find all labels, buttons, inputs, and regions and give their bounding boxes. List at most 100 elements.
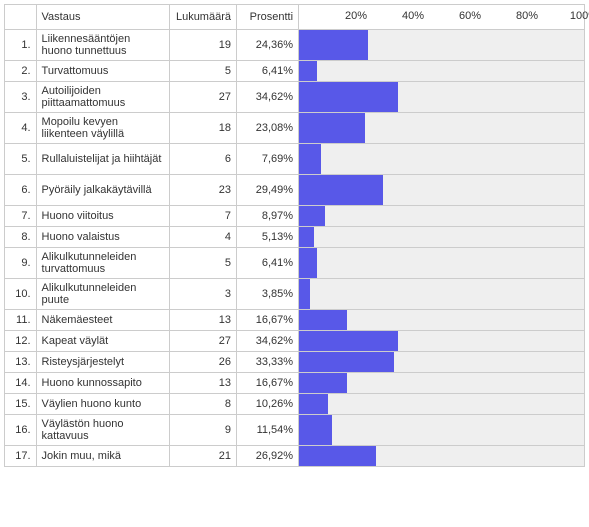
row-count: 5 bbox=[169, 248, 236, 279]
row-percent: 3,85% bbox=[237, 279, 299, 310]
table-row: 5.Rullaluistelijat ja hiihtäjät67,69% bbox=[5, 144, 585, 175]
bar-fill bbox=[299, 394, 328, 414]
table-row: 3.Autoilijoiden piittaamattomuus2734,62% bbox=[5, 82, 585, 113]
row-label: Alikulkutunneleiden turvattomuus bbox=[36, 248, 169, 279]
bar-track bbox=[299, 61, 584, 81]
table-row: 15.Väylien huono kunto810,26% bbox=[5, 394, 585, 415]
row-count: 27 bbox=[169, 82, 236, 113]
bar-fill bbox=[299, 113, 365, 143]
row-bar-cell bbox=[299, 373, 585, 394]
row-bar-cell bbox=[299, 82, 585, 113]
row-bar-cell bbox=[299, 206, 585, 227]
row-bar-cell bbox=[299, 175, 585, 206]
row-bar-cell bbox=[299, 446, 585, 467]
row-count: 7 bbox=[169, 206, 236, 227]
row-label: Autoilijoiden piittaamattomuus bbox=[36, 82, 169, 113]
header-response: Vastaus bbox=[36, 5, 169, 30]
row-label: Risteysjärjestelyt bbox=[36, 352, 169, 373]
bar-track bbox=[299, 206, 584, 226]
bar-fill bbox=[299, 175, 383, 205]
row-index: 16. bbox=[5, 415, 37, 446]
row-bar-cell bbox=[299, 331, 585, 352]
row-percent: 10,26% bbox=[237, 394, 299, 415]
bar-track bbox=[299, 175, 584, 205]
row-label: Rullaluistelijat ja hiihtäjät bbox=[36, 144, 169, 175]
axis-tick: 100% bbox=[570, 10, 589, 22]
bar-track bbox=[299, 30, 584, 60]
row-bar-cell bbox=[299, 352, 585, 373]
axis-tick: 40% bbox=[402, 10, 424, 22]
row-index: 12. bbox=[5, 331, 37, 352]
row-percent: 34,62% bbox=[237, 82, 299, 113]
row-bar-cell bbox=[299, 310, 585, 331]
row-percent: 16,67% bbox=[237, 310, 299, 331]
row-count: 27 bbox=[169, 331, 236, 352]
bar-fill bbox=[299, 144, 321, 174]
row-index: 2. bbox=[5, 61, 37, 82]
row-count: 23 bbox=[169, 175, 236, 206]
table-row: 2.Turvattomuus56,41% bbox=[5, 61, 585, 82]
bar-track bbox=[299, 227, 584, 247]
row-percent: 6,41% bbox=[237, 248, 299, 279]
row-bar-cell bbox=[299, 30, 585, 61]
row-index: 8. bbox=[5, 227, 37, 248]
row-count: 19 bbox=[169, 30, 236, 61]
row-index: 13. bbox=[5, 352, 37, 373]
row-index: 9. bbox=[5, 248, 37, 279]
row-label: Huono valaistus bbox=[36, 227, 169, 248]
axis-tick: 80% bbox=[516, 10, 538, 22]
row-label: Huono kunnossapito bbox=[36, 373, 169, 394]
bar-track bbox=[299, 331, 584, 351]
row-count: 4 bbox=[169, 227, 236, 248]
bar-track bbox=[299, 248, 584, 278]
table-row: 4.Mopoilu kevyen liikenteen väylillä1823… bbox=[5, 113, 585, 144]
bar-track bbox=[299, 394, 584, 414]
survey-table: Vastaus Lukumäärä Prosentti 20%40%60%80%… bbox=[4, 4, 585, 467]
table-row: 13.Risteysjärjestelyt2633,33% bbox=[5, 352, 585, 373]
row-label: Pyöräily jalkakäytävillä bbox=[36, 175, 169, 206]
bar-fill bbox=[299, 352, 394, 372]
row-label: Kapeat väylät bbox=[36, 331, 169, 352]
row-label: Näkemäesteet bbox=[36, 310, 169, 331]
header-count: Lukumäärä bbox=[169, 5, 236, 30]
table-row: 11.Näkemäesteet1316,67% bbox=[5, 310, 585, 331]
table-row: 10.Alikulkutunneleiden puute33,85% bbox=[5, 279, 585, 310]
row-index: 15. bbox=[5, 394, 37, 415]
bar-fill bbox=[299, 415, 332, 445]
row-percent: 24,36% bbox=[237, 30, 299, 61]
table-row: 16.Väylästön huono kattavuus911,54% bbox=[5, 415, 585, 446]
header-row: Vastaus Lukumäärä Prosentti 20%40%60%80%… bbox=[5, 5, 585, 30]
bar-fill bbox=[299, 248, 317, 278]
row-label: Väylien huono kunto bbox=[36, 394, 169, 415]
row-percent: 5,13% bbox=[237, 227, 299, 248]
row-percent: 29,49% bbox=[237, 175, 299, 206]
bar-fill bbox=[299, 279, 310, 309]
row-index: 7. bbox=[5, 206, 37, 227]
row-label: Turvattomuus bbox=[36, 61, 169, 82]
table-row: 12.Kapeat väylät2734,62% bbox=[5, 331, 585, 352]
row-bar-cell bbox=[299, 394, 585, 415]
bar-track bbox=[299, 113, 584, 143]
row-count: 13 bbox=[169, 310, 236, 331]
table-row: 9.Alikulkutunneleiden turvattomuus56,41% bbox=[5, 248, 585, 279]
row-percent: 11,54% bbox=[237, 415, 299, 446]
row-percent: 34,62% bbox=[237, 331, 299, 352]
bar-fill bbox=[299, 82, 398, 112]
bar-track bbox=[299, 310, 584, 330]
row-label: Jokin muu, mikä bbox=[36, 446, 169, 467]
row-bar-cell bbox=[299, 248, 585, 279]
row-count: 13 bbox=[169, 373, 236, 394]
row-percent: 7,69% bbox=[237, 144, 299, 175]
table-row: 14.Huono kunnossapito1316,67% bbox=[5, 373, 585, 394]
bar-fill bbox=[299, 446, 376, 466]
table-body: 1.Liikennesääntöjen huono tunnettuus1924… bbox=[5, 30, 585, 467]
row-percent: 33,33% bbox=[237, 352, 299, 373]
row-index: 4. bbox=[5, 113, 37, 144]
row-index: 11. bbox=[5, 310, 37, 331]
row-percent: 6,41% bbox=[237, 61, 299, 82]
table-row: 1.Liikennesääntöjen huono tunnettuus1924… bbox=[5, 30, 585, 61]
row-count: 18 bbox=[169, 113, 236, 144]
row-bar-cell bbox=[299, 227, 585, 248]
row-label: Liikennesääntöjen huono tunnettuus bbox=[36, 30, 169, 61]
row-percent: 23,08% bbox=[237, 113, 299, 144]
